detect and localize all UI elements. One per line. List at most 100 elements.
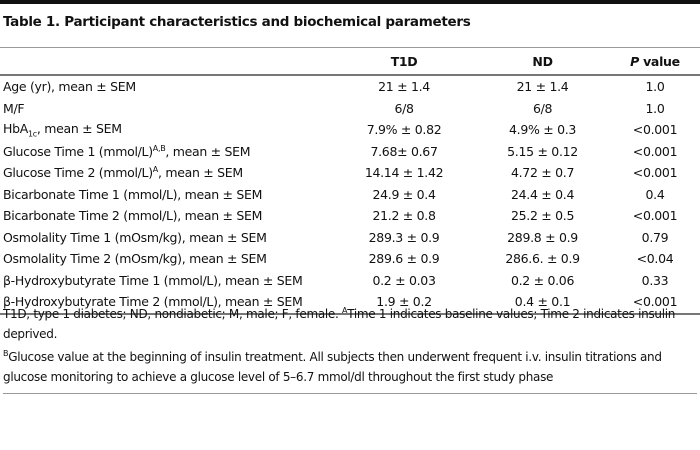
top-bar xyxy=(0,0,700,4)
text-run: , mean ± SEM xyxy=(36,121,122,136)
text-run: Age (yr), mean ± SEM xyxy=(3,79,136,95)
text-run: 24.4 ± 0.4 xyxy=(510,186,575,202)
table-cell: HbA1c, mean ± SEM xyxy=(0,119,333,141)
text-run: 289.8 ± 0.9 xyxy=(507,229,578,245)
table-cell: 21.2 ± 0.8 xyxy=(333,205,475,227)
text-run: Osmolality Time 2 (mOsm/kg), mean ± SEM xyxy=(3,251,267,267)
table-cell: <0.001 xyxy=(610,141,700,163)
text-run: P xyxy=(630,53,640,69)
table-cell: Bicarbonate Time 1 (mmol/L), mean ± SEM xyxy=(0,184,333,206)
text-run: A xyxy=(152,165,158,175)
table-cell: Glucose Time 1 (mmol/L)A,B, mean ± SEM xyxy=(0,141,333,163)
table-row: Age (yr), mean ± SEM 21 ± 1.4 21 ± 1.4 1.0 xyxy=(0,75,700,98)
text-run: HbA xyxy=(3,121,28,136)
text-run: A xyxy=(342,306,348,315)
table-cell: 5.15 ± 0.12 xyxy=(475,141,610,163)
text-run: Osmolality Time 1 (mOsm/kg), mean ± SEM xyxy=(3,229,267,245)
table-cell: 4.72 ± 0.7 xyxy=(475,162,610,184)
text-run: 0.2 ± 0.06 xyxy=(510,272,575,288)
table-cell: <0.001 xyxy=(610,162,700,184)
table-cell: 1.9 ± 0.2 xyxy=(333,291,475,314)
text-run: B xyxy=(3,349,9,358)
text-run: 25.2 ± 0.5 xyxy=(510,208,575,224)
footnote-paragraph: BGlucose value at the beginning of insul… xyxy=(3,344,697,387)
text-run: Bicarbonate Time 1 (mmol/L), mean ± SEM xyxy=(3,186,263,202)
footnote: T1D, type 1 diabetes; ND, nondiabetic; M… xyxy=(3,301,697,394)
table-cell: β-Hydroxybutyrate Time 1 (mmol/L), mean … xyxy=(0,270,333,292)
text-run: β-Hydroxybutyrate Time 1 (mmol/L), mean … xyxy=(3,272,303,288)
table-cell: <0.001 xyxy=(610,205,700,227)
table-cell: 289.6 ± 0.9 xyxy=(333,248,475,270)
text-run: 21.2 ± 0.8 xyxy=(372,208,436,224)
text-run: β-Hydroxybutyrate Time 2 (mmol/L), mean … xyxy=(3,294,303,310)
table-cell: M/F xyxy=(0,98,333,120)
table-cell: 286.6. ± 0.9 xyxy=(475,248,610,270)
text-run: 0.2 ± 0.03 xyxy=(372,272,436,288)
table-cell: 289.8 ± 0.9 xyxy=(475,227,610,249)
text-run: 4.9% ± 0.3 xyxy=(509,122,577,138)
table-body: Age (yr), mean ± SEM 21 ± 1.4 21 ± 1.4 1.0 M… xyxy=(0,75,700,314)
table-cell: β-Hydroxybutyrate Time 2 (mmol/L), mean … xyxy=(0,291,333,314)
text-run: <0.001 xyxy=(632,294,678,310)
header-cell: P value xyxy=(610,48,700,76)
text-run: Glucose value at the beginning of insuli… xyxy=(3,350,662,384)
table-cell: Glucose Time 2 (mmol/L)A, mean ± SEM xyxy=(0,162,333,184)
table-cell: 0.2 ± 0.06 xyxy=(475,270,610,292)
text-run: 6/8 xyxy=(532,100,553,116)
table-title: Table 1. Participant characteristics and… xyxy=(3,14,471,30)
table-cell: 25.2 ± 0.5 xyxy=(475,205,610,227)
text-run: <0.04 xyxy=(636,251,674,267)
text-run: T1D xyxy=(390,53,418,69)
table-cell: <0.001 xyxy=(610,291,700,314)
text-run: , mean ± SEM xyxy=(165,143,251,159)
table-cell: 7.9% ± 0.82 xyxy=(333,119,475,141)
table-cell: 0.4 ± 0.1 xyxy=(475,291,610,314)
table-cell: 1.0 xyxy=(610,98,700,120)
text-run: M/F xyxy=(3,100,25,116)
text-run: value xyxy=(639,53,680,69)
text-run: 24.9 ± 0.4 xyxy=(372,186,436,202)
text-run: 0.4 ± 0.1 xyxy=(514,294,571,310)
table-cell: Osmolality Time 1 (mOsm/kg), mean ± SEM xyxy=(0,227,333,249)
text-run: Bicarbonate Time 2 (mmol/L), mean ± SEM xyxy=(3,208,263,224)
text-run: T1D, type 1 diabetes; ND, nondiabetic; M… xyxy=(3,307,343,321)
table-cell: 6/8 xyxy=(475,98,610,120)
table-cell: <0.04 xyxy=(610,248,700,270)
table-cell: <0.001 xyxy=(610,119,700,141)
table-row: M/F 6/8 6/8 1.0 xyxy=(0,98,700,120)
table-row: Bicarbonate Time 2 (mmol/L), mean ± SEM 2… xyxy=(0,205,700,227)
text-run: 289.6 ± 0.9 xyxy=(368,251,440,267)
table-cell: 0.2 ± 0.03 xyxy=(333,270,475,292)
footnote-paragraph: T1D, type 1 diabetes; ND, nondiabetic; M… xyxy=(3,301,697,344)
table-cell: 24.9 ± 0.4 xyxy=(333,184,475,206)
table-cell: 0.4 xyxy=(610,184,700,206)
header-cell: ND xyxy=(475,48,610,76)
table: T1D ND P value Age (yr), mean ± SEM 21 ± 1.… xyxy=(0,47,700,315)
text-run: 1.0 xyxy=(645,100,665,116)
table-cell: 7.68± 0.67 xyxy=(333,141,475,163)
table-row: β-Hydroxybutyrate Time 1 (mmol/L), mean … xyxy=(0,270,700,292)
table-cell: Age (yr), mean ± SEM xyxy=(0,75,333,98)
table-row: Osmolality Time 1 (mOsm/kg), mean ± SEM 2… xyxy=(0,227,700,249)
text-run: <0.001 xyxy=(632,208,678,224)
table-cell: 0.79 xyxy=(610,227,700,249)
table-cell: 0.33 xyxy=(610,270,700,292)
table-row: Osmolality Time 2 (mOsm/kg), mean ± SEM 2… xyxy=(0,248,700,270)
text-run: <0.001 xyxy=(632,143,678,159)
table-cell: 1.0 xyxy=(610,75,700,98)
table-cell: Osmolality Time 2 (mOsm/kg), mean ± SEM xyxy=(0,248,333,270)
table-row: Glucose Time 1 (mmol/L)A,B, mean ± SEM 7.… xyxy=(0,141,700,163)
table-cell: 289.3 ± 0.9 xyxy=(333,227,475,249)
text-run: 21 ± 1.4 xyxy=(378,79,430,95)
table-row: Glucose Time 2 (mmol/L)A, mean ± SEM 14.1… xyxy=(0,162,700,184)
table-cell: 21 ± 1.4 xyxy=(475,75,610,98)
text-run: Glucose Time 2 (mmol/L) xyxy=(3,165,153,181)
header-cell: T1D xyxy=(333,48,475,76)
text-run: <0.001 xyxy=(632,122,678,138)
text-run: ND xyxy=(532,53,553,69)
table-cell: 24.4 ± 0.4 xyxy=(475,184,610,206)
text-run: 14.14 ± 1.42 xyxy=(364,165,444,181)
table-row: Bicarbonate Time 1 (mmol/L), mean ± SEM 2… xyxy=(0,184,700,206)
table-cell: 21 ± 1.4 xyxy=(333,75,475,98)
